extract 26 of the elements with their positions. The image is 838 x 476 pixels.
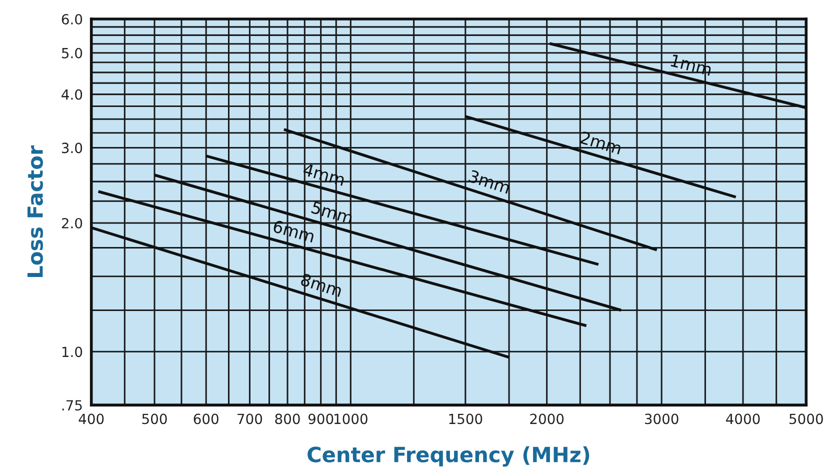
x-axis-title: Center Frequency (MHz) (308, 446, 590, 467)
text: 3mm (468, 170, 511, 194)
x-tick-label: 1500 (449, 414, 482, 424)
text: 4mm (302, 163, 346, 186)
x-tick-label: 800 (275, 414, 300, 424)
x-tick-label: 500 (142, 414, 167, 424)
x-tick-label: 900 (308, 414, 334, 424)
y-tick-label: .75 (62, 400, 82, 411)
x-tick-label: 600 (194, 414, 218, 424)
x-tick-label: 5000 (790, 414, 823, 424)
y-tick-label: 3.0 (62, 142, 82, 154)
x-tick-label: 2000 (530, 414, 564, 424)
y-axis-title: Loss Factor (28, 145, 43, 277)
x-tick-label: 700 (238, 414, 262, 424)
text: 1mm (670, 54, 712, 76)
y-tick-label: 6.0 (62, 14, 82, 25)
y-tick-label: 5.0 (62, 48, 82, 58)
text: 8mm (300, 273, 343, 298)
text: 2mm (580, 131, 622, 154)
x-tick-label: 400 (78, 414, 104, 424)
x-tick-label: 4000 (726, 414, 760, 424)
y-tick-label: 4.0 (62, 89, 82, 100)
y-tick-label: 1.0 (62, 346, 82, 358)
y-tick-label: 2.0 (62, 218, 82, 228)
x-tick-label: 3000 (644, 414, 678, 424)
x-tick-label: 1000 (334, 414, 368, 424)
